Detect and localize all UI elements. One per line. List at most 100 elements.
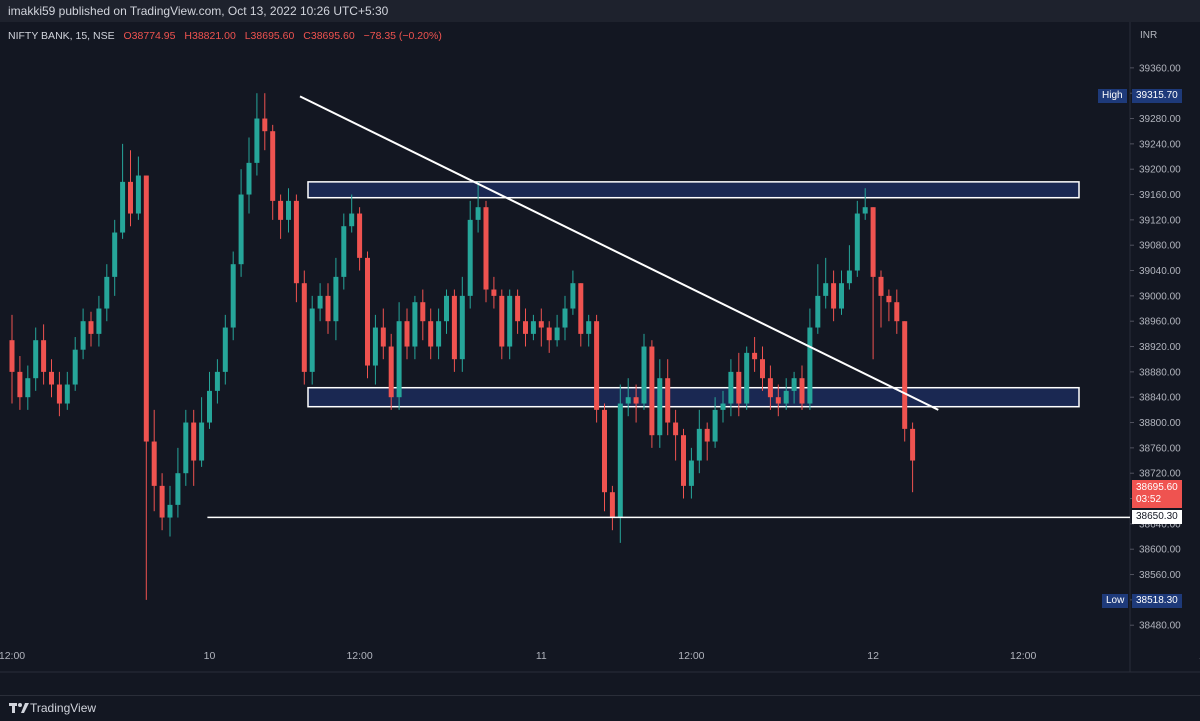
candle-body [791, 378, 797, 391]
price-chart[interactable]: 38480.0038520.0038560.0038600.0038640.00… [0, 22, 1200, 695]
symbol-legend: NIFTY BANK, 15, NSE O38774.95 H38821.00 … [8, 30, 442, 42]
low-marker-value: 38518.30 [1132, 593, 1182, 608]
candle-body [120, 181, 126, 233]
tradingview-logo-icon [9, 703, 29, 713]
candle-body [641, 346, 647, 404]
candle-body [207, 390, 212, 423]
candle-body [594, 321, 600, 410]
candle-body [317, 295, 323, 309]
candle-body [617, 403, 623, 518]
candle-body [807, 327, 813, 404]
candle-body [128, 181, 133, 214]
footer: TradingView [0, 695, 1200, 721]
candle-body [246, 162, 252, 195]
candle-body [681, 435, 686, 486]
candle-body [325, 295, 331, 322]
candle-body [278, 200, 284, 220]
candle-body [301, 283, 307, 372]
candle-body [372, 327, 378, 366]
support-price-marker: 38650.30 [1132, 510, 1182, 525]
candle-body [333, 276, 339, 322]
candle-body [286, 200, 291, 220]
candle-body [602, 409, 607, 493]
price-tick-label: 39360.00 [1139, 63, 1181, 74]
candle-body [728, 371, 734, 404]
candle-body [657, 378, 663, 436]
candle-body [175, 473, 181, 505]
candle-body [167, 504, 173, 518]
candle-body [507, 295, 513, 347]
price-tick-label: 38600.00 [1139, 545, 1181, 556]
candle-body [570, 283, 576, 309]
zones-layer [307, 181, 1080, 408]
candle-body [578, 283, 584, 334]
candle-body [64, 384, 70, 404]
candle-body [159, 485, 165, 518]
candle-body [752, 352, 758, 360]
candle-body [815, 295, 821, 328]
candle-body [420, 302, 426, 322]
zone-rect [307, 181, 1080, 199]
candle-body [649, 346, 655, 436]
price-tick-label: 39120.00 [1139, 215, 1181, 226]
symbol-name[interactable]: NIFTY BANK, 15, NSE [8, 30, 115, 42]
candle-body [910, 428, 916, 461]
time-tick-label: 10 [204, 650, 216, 662]
candle-body [586, 321, 592, 334]
candle-body [112, 232, 118, 277]
candle-body [491, 289, 497, 296]
price-tick-label: 39160.00 [1139, 190, 1181, 201]
candle-body [262, 118, 268, 132]
last-price-value: 38695.60 [1136, 481, 1178, 493]
last-price-marker: 38695.60 03:52 [1132, 479, 1182, 508]
open-value: O38774.95 [123, 30, 176, 42]
price-tick-label: 39040.00 [1139, 266, 1181, 277]
candle-body [554, 327, 560, 341]
candle-body [775, 397, 781, 404]
candle-body [428, 321, 434, 347]
candle-body [309, 308, 315, 372]
candle-body [72, 349, 78, 385]
candle-body [878, 276, 884, 296]
candle-body [230, 264, 236, 328]
candle-body [688, 460, 694, 486]
time-tick-label: 11 [536, 650, 547, 662]
candle-body [767, 378, 773, 398]
price-tick-label: 39000.00 [1139, 291, 1181, 302]
price-tick-label: 38480.00 [1139, 621, 1181, 632]
zone-rect [307, 386, 1080, 408]
price-tick-label: 39080.00 [1139, 241, 1181, 252]
candle-body [546, 327, 552, 341]
candle-body [459, 295, 465, 360]
candle-body [25, 378, 31, 398]
candle-body [499, 295, 505, 347]
close-value: C38695.60 [303, 30, 355, 42]
candle-body [538, 321, 544, 328]
candle-body [515, 295, 521, 322]
candle-body [270, 131, 276, 201]
candle-body [444, 295, 449, 322]
candle-body [633, 397, 639, 404]
candle-body [846, 270, 852, 284]
candle-body [365, 257, 370, 366]
change-value: −78.35 (−0.20%) [363, 30, 442, 42]
candle-body [9, 340, 15, 372]
drawings-layer [207, 95, 1130, 519]
candle-body [760, 359, 765, 379]
candle-body [183, 422, 189, 474]
candle-body [823, 283, 829, 296]
price-tick-label: 38760.00 [1139, 443, 1181, 454]
candle-body [49, 371, 54, 385]
low-value: L38695.60 [244, 30, 295, 42]
candle-body [349, 213, 355, 227]
high-marker-label: High [1102, 89, 1123, 101]
high-marker: High [1098, 88, 1127, 103]
price-tick-label: 38920.00 [1139, 342, 1181, 353]
time-tick-label: 12:00 [1010, 650, 1036, 662]
candle-body [902, 321, 908, 429]
candle-body [341, 226, 347, 277]
candle-body [56, 384, 62, 404]
price-tick-label: 38840.00 [1139, 393, 1181, 404]
candle-body [17, 371, 23, 398]
candle-body [799, 378, 805, 404]
